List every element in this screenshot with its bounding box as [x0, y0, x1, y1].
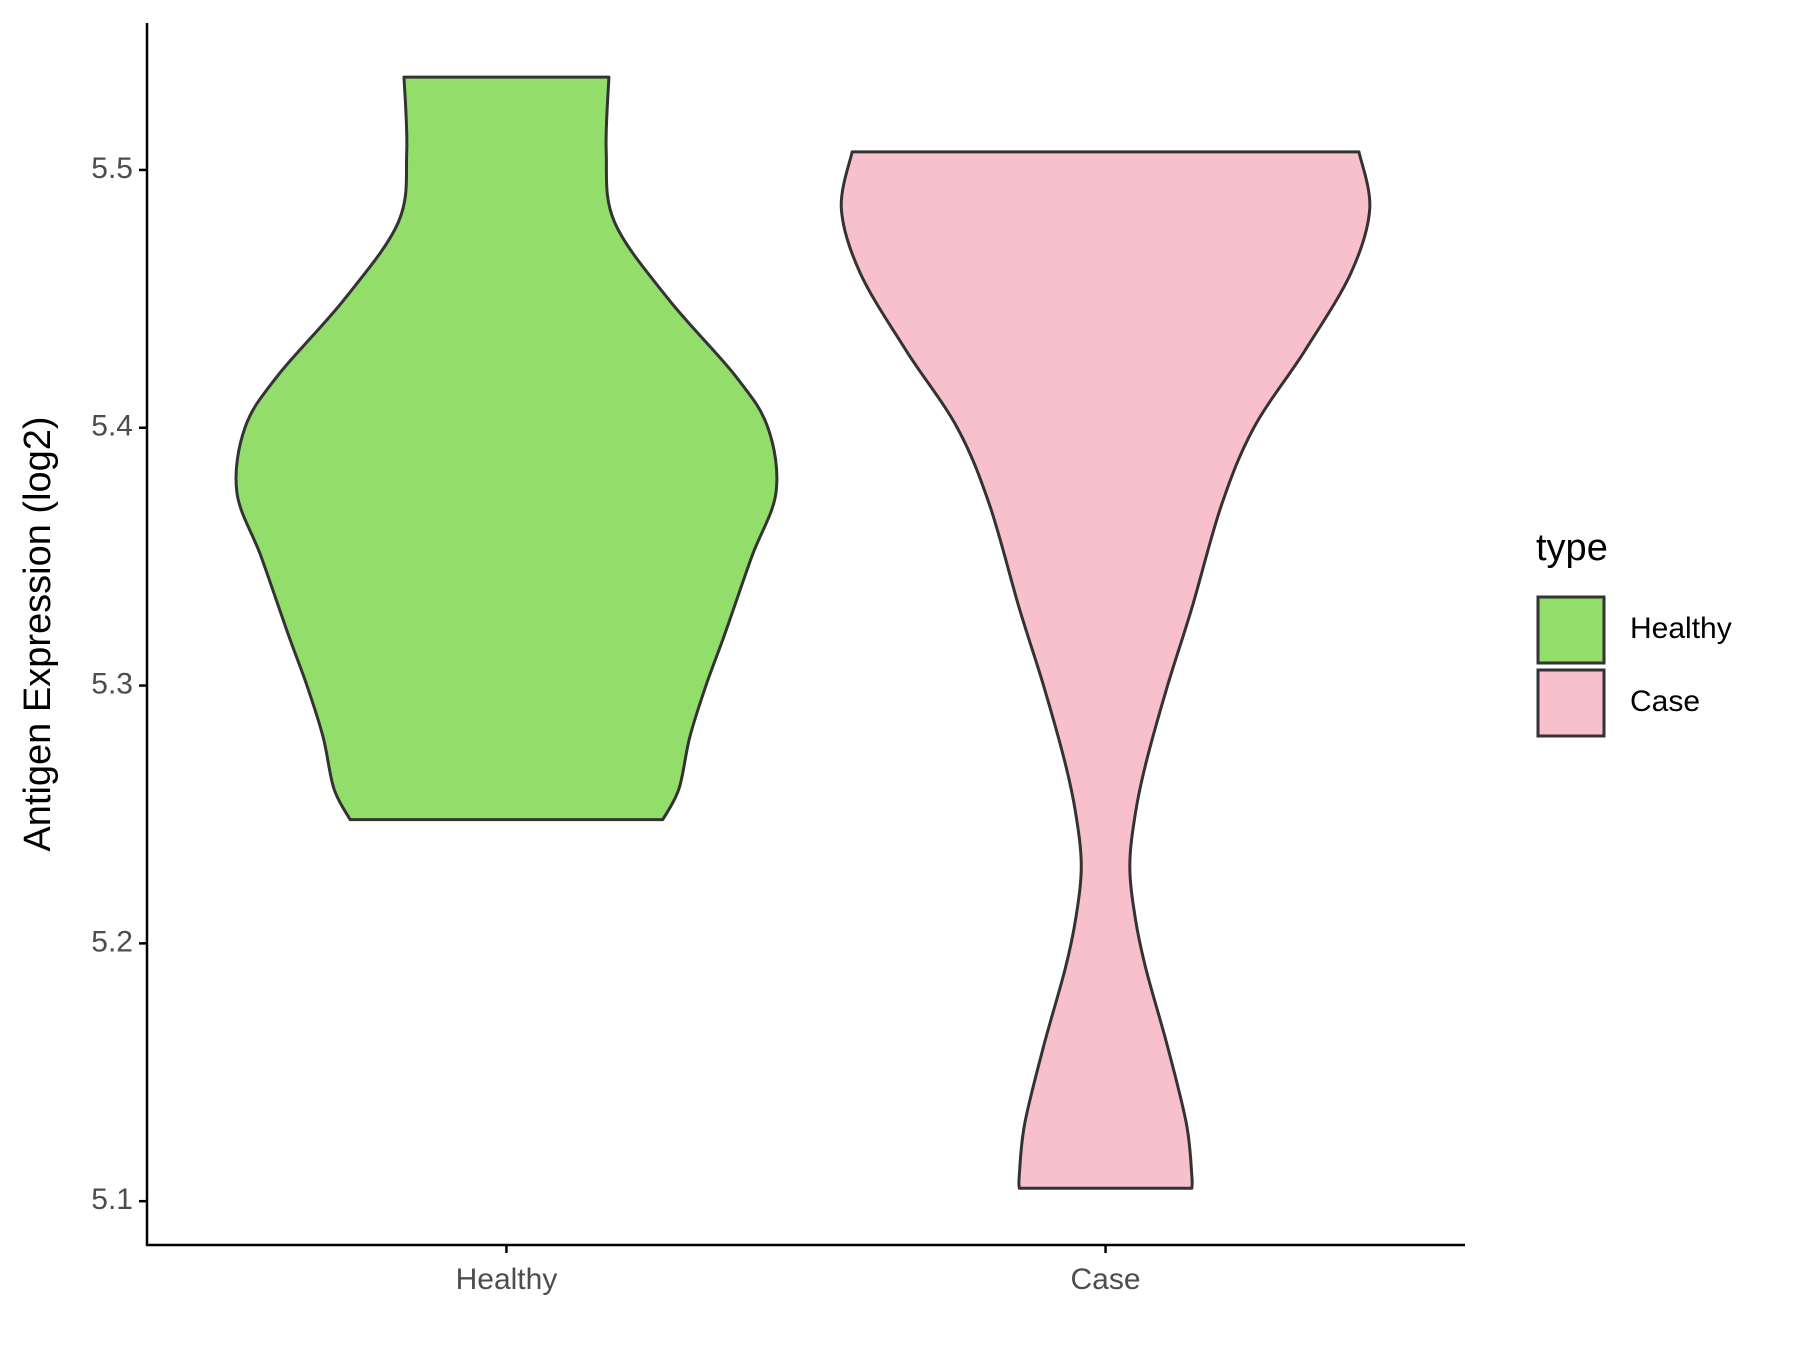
- legend-label: Case: [1630, 685, 1700, 718]
- y-tick-label: 5.2: [91, 925, 133, 958]
- violin: [234, 75, 779, 822]
- y-axis-title: Antigen Expression (log2): [17, 416, 59, 851]
- x-tick-label: Healthy: [456, 1263, 558, 1296]
- legend-key: [1536, 668, 1606, 738]
- violin: [839, 150, 1372, 1190]
- y-tick-label: 5.4: [91, 410, 133, 443]
- y-tick-label: 5.5: [91, 152, 133, 185]
- y-tick-label: 5.3: [91, 667, 133, 700]
- y-tick-label: 5.1: [91, 1183, 133, 1216]
- legend-key: [1536, 595, 1606, 665]
- legend-label: Healthy: [1630, 612, 1732, 645]
- x-tick-label: Case: [1071, 1263, 1141, 1296]
- legend-title: type: [1536, 527, 1608, 569]
